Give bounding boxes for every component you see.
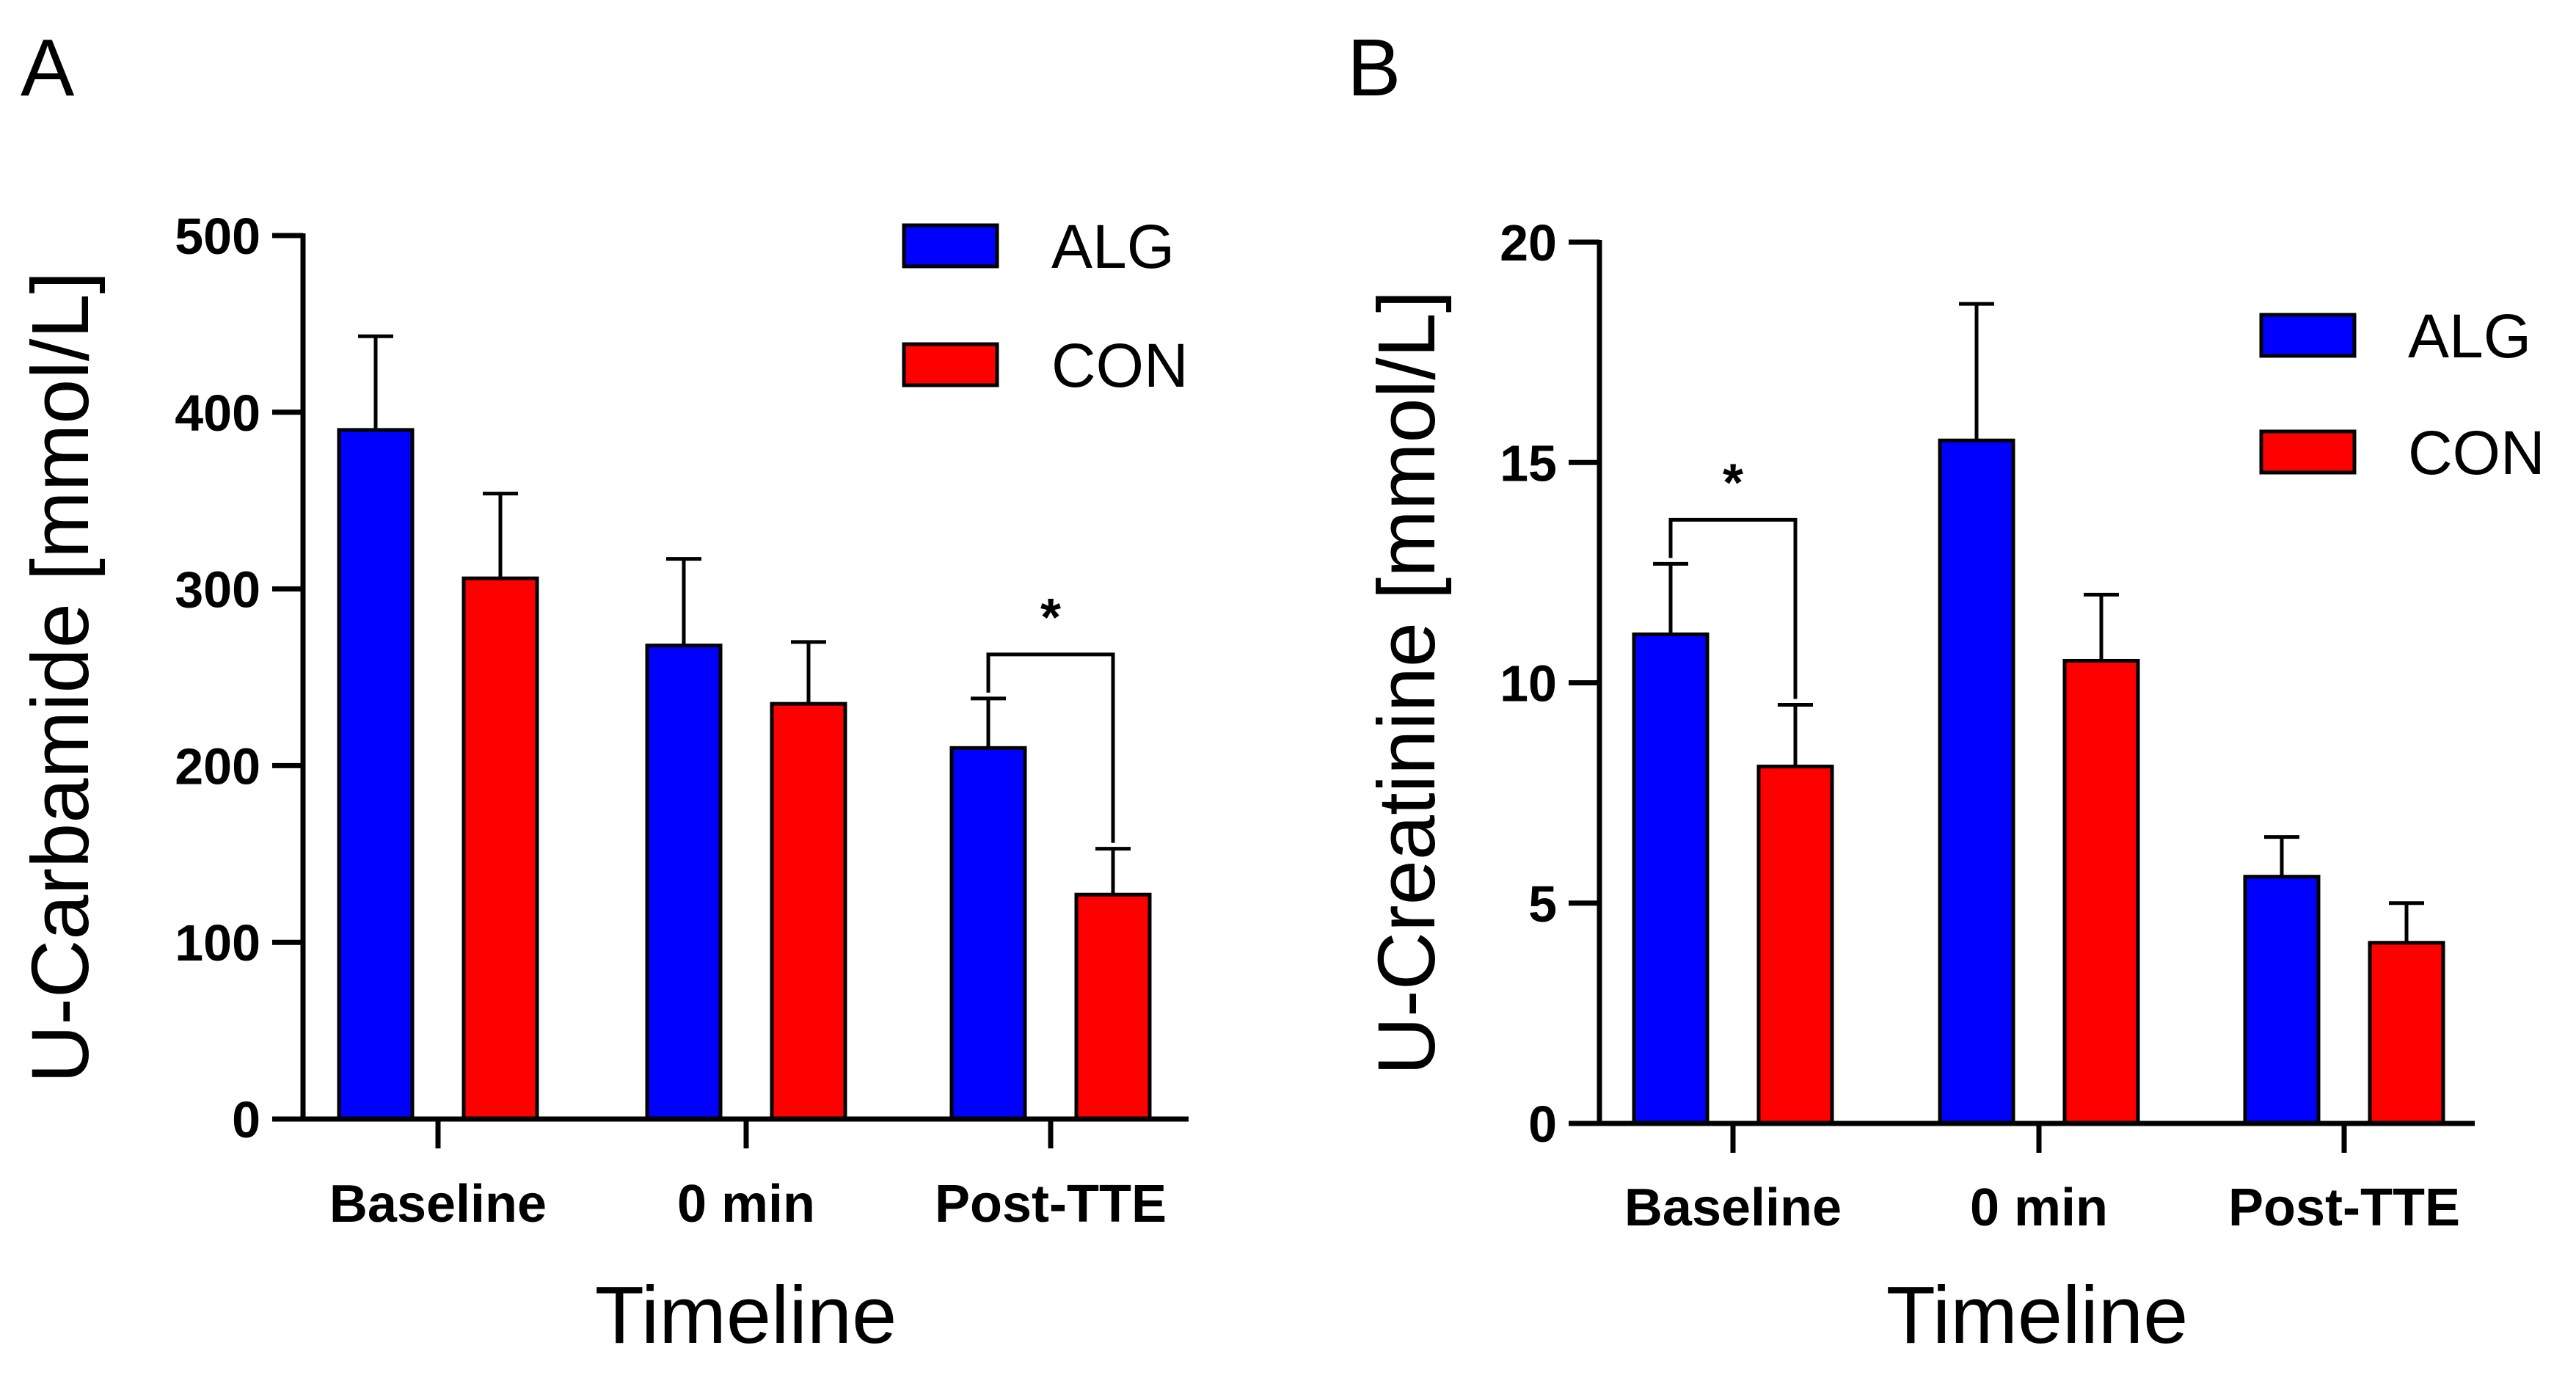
bar-alg-2 — [949, 746, 1027, 1121]
x-tick-label: 0 min — [1970, 1178, 2108, 1237]
legend-swatch-con — [902, 342, 999, 387]
x-tick-label: Post-TTE — [935, 1175, 1167, 1234]
legend-swatch-con — [2259, 429, 2357, 475]
bar-con-2 — [1074, 892, 1152, 1121]
significance-bracket — [1668, 517, 1798, 699]
x-tick-label: Baseline — [329, 1175, 547, 1234]
y-tick-label: 0 — [232, 1091, 260, 1148]
y-tick-label: 100 — [175, 914, 260, 972]
x-tick-label: Post-TTE — [2228, 1178, 2460, 1237]
y-tick-label: 15 — [1500, 434, 1557, 492]
y-tick-label: 200 — [175, 737, 260, 795]
legend-label-con: CON — [1051, 331, 1189, 400]
y-tick-label: 0 — [1528, 1096, 1557, 1153]
y-tick-label: 300 — [175, 561, 260, 619]
x-tick-label: 0 min — [677, 1175, 815, 1234]
significance-bracket — [986, 652, 1115, 843]
significance-star: * — [1040, 589, 1061, 647]
bar-alg-1 — [645, 644, 723, 1121]
bar-con-0 — [461, 576, 539, 1121]
y-axis-title: U-Creatinine [mmol/L] — [1362, 291, 1452, 1076]
x-axis-title: Timeline — [595, 1270, 897, 1360]
y-tick-label: 5 — [1528, 875, 1557, 933]
x-axis-title: Timeline — [1886, 1270, 2189, 1360]
legend-label-alg: ALG — [1051, 212, 1175, 281]
legend-swatch-alg — [902, 223, 999, 269]
panel-letter: B — [1347, 23, 1401, 113]
y-tick-label: 400 — [175, 385, 260, 442]
y-axis-title: U-Carbamide [mmol/L] — [15, 272, 106, 1083]
bar-con-0 — [1756, 765, 1834, 1126]
chart-panel-a: A * 0 100 200 300 400 500 Baseline 0 min Post-TTE T… — [15, 23, 1189, 1360]
legend-label-alg: ALG — [2408, 302, 2531, 371]
legend-swatch-alg — [2259, 313, 2357, 358]
bar-alg-2 — [2243, 875, 2321, 1126]
legend-label-con: CON — [2408, 418, 2545, 487]
bar-alg-0 — [337, 428, 415, 1121]
bar-con-1 — [2062, 658, 2140, 1126]
y-tick-label: 500 — [175, 208, 260, 265]
y-tick-label: 10 — [1500, 655, 1557, 713]
bar-alg-0 — [1632, 632, 1710, 1126]
bar-alg-1 — [1938, 438, 2015, 1126]
chart-panel-b: B * 0 5 10 15 20 Baseline 0 min Post-TTE Timeline U… — [1347, 23, 2545, 1360]
panel-letter: A — [21, 23, 75, 113]
y-tick-label: 20 — [1500, 214, 1557, 272]
bar-con-1 — [770, 702, 847, 1121]
x-tick-label: Baseline — [1624, 1178, 1842, 1237]
significance-star: * — [1723, 453, 1743, 512]
bar-con-2 — [2368, 941, 2445, 1126]
